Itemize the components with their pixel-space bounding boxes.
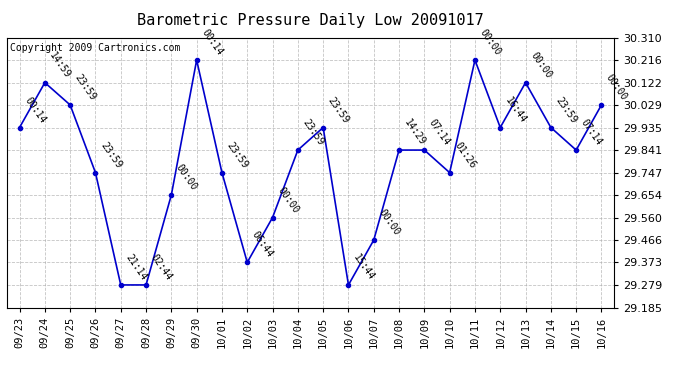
Text: 23:59: 23:59 [301,117,326,147]
Text: 00:14: 00:14 [199,27,224,57]
Text: 00:00: 00:00 [174,162,199,192]
Text: 00:00: 00:00 [275,185,300,215]
Text: 23:59: 23:59 [73,72,98,102]
Text: 00:00: 00:00 [377,207,402,237]
Text: 06:44: 06:44 [250,230,275,260]
Text: 23:59: 23:59 [326,95,351,125]
Text: 00:00: 00:00 [477,27,503,57]
Text: 14:29: 14:29 [402,117,427,147]
Text: 21:14: 21:14 [124,252,148,282]
Text: 02:44: 02:44 [149,252,174,282]
Text: 16:44: 16:44 [503,95,528,125]
Text: 23:59: 23:59 [98,140,124,170]
Text: Barometric Pressure Daily Low 20091017: Barometric Pressure Daily Low 20091017 [137,13,484,28]
Text: 14:59: 14:59 [48,50,72,80]
Text: 23:59: 23:59 [225,140,250,170]
Text: Copyright 2009 Cartronics.com: Copyright 2009 Cartronics.com [10,43,180,53]
Text: 23:59: 23:59 [553,95,579,125]
Text: 00:14: 00:14 [22,95,48,125]
Text: 00:00: 00:00 [529,50,553,80]
Text: 07:14: 07:14 [579,117,604,147]
Text: 00:00: 00:00 [604,72,629,102]
Text: 07:14: 07:14 [427,117,452,147]
Text: 01:26: 01:26 [453,140,477,170]
Text: 15:44: 15:44 [351,252,376,282]
